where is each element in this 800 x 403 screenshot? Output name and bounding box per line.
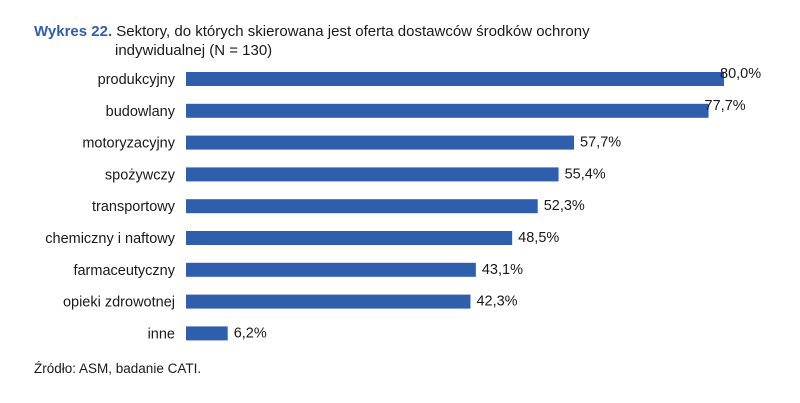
bar-chemiczny-i-naftowy — [186, 231, 513, 245]
bar-budowlany — [186, 103, 709, 118]
category-label-budowlany: budowlany — [106, 104, 176, 120]
value-label-opieki-zdrowotnej: 42,3% — [476, 294, 517, 310]
value-label-farmaceutyczny: 43,1% — [482, 262, 523, 278]
value-label-budowlany: 77,7% — [705, 98, 746, 114]
chart-title-line-2: indywidualnej (N = 130) — [115, 41, 272, 61]
bar-opieki-zdrowotnej — [186, 294, 471, 309]
figure-label: Wykres 22. — [34, 23, 113, 40]
bar-produkcyjny — [186, 72, 724, 86]
value-label-spozywczy: 55,4% — [565, 166, 606, 182]
chart-title-text-2: indywidualnej (N = 130) — [115, 42, 273, 59]
bar-farmaceutyczny — [186, 262, 476, 277]
bar-motoryzacyjny — [186, 135, 575, 150]
value-label-motoryzacyjny: 57,7% — [580, 135, 621, 151]
bar-spozywczy — [186, 167, 559, 182]
chart-title-text-1: Sektory, do których skierowana jest ofer… — [116, 23, 590, 40]
value-label-inne: 6,2% — [234, 325, 267, 341]
category-label-chemiczny-i-naftowy: chemiczny i naftowy — [45, 231, 175, 247]
bar-transportowy — [186, 199, 538, 214]
category-label-opieki-zdrowotnej: opieki zdrowotnej — [63, 295, 175, 311]
bar-inne — [186, 326, 228, 341]
value-label-chemiczny-i-naftowy: 48,5% — [518, 230, 559, 246]
category-label-produkcyjny: produkcyjny — [98, 72, 176, 88]
category-label-spozywczy: spożywczy — [105, 167, 176, 183]
value-label-transportowy: 52,3% — [544, 198, 585, 214]
category-label-transportowy: transportowy — [92, 199, 176, 215]
category-label-inne: inne — [148, 326, 175, 342]
category-label-motoryzacyjny: motoryzacyjny — [82, 136, 175, 152]
value-label-produkcyjny: 80,0% — [720, 66, 761, 82]
source-note: Źródło: ASM, badanie CATI. — [34, 361, 202, 376]
category-label-farmaceutyczny: farmaceutyczny — [73, 263, 175, 279]
chart-title-line-1: Wykres 22. Sektory, do których skierowan… — [34, 22, 590, 42]
